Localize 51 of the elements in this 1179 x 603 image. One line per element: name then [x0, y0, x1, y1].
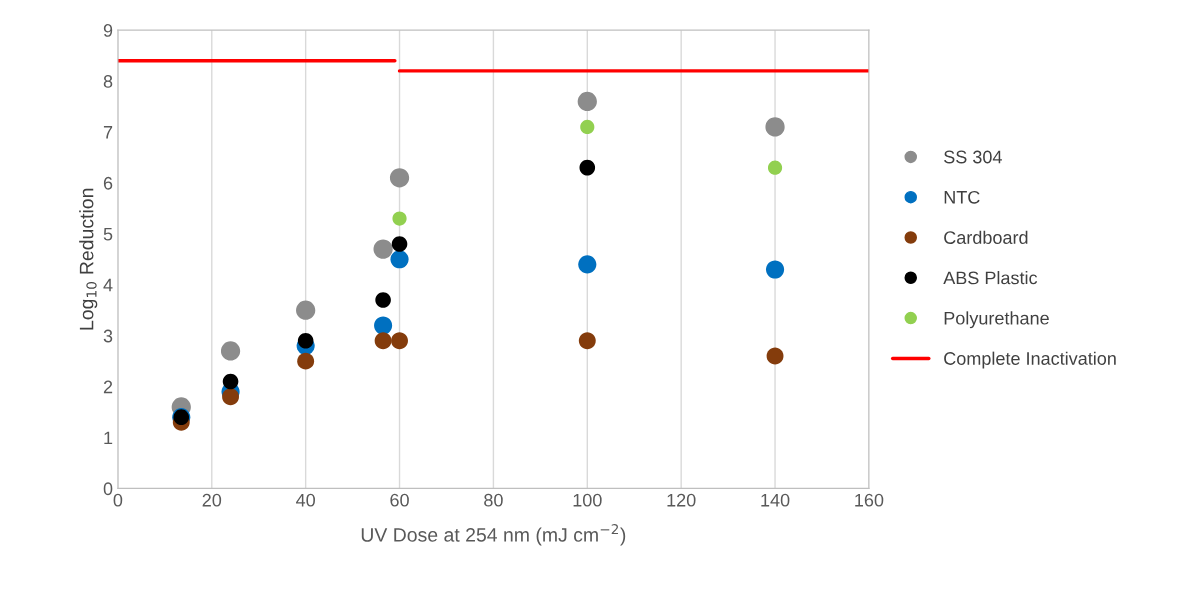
point — [222, 388, 239, 406]
x-tick-label: 60 — [390, 493, 409, 507]
legend-label: Complete Inactivation — [944, 351, 1116, 369]
x-tick-label: 80 — [484, 493, 503, 507]
point — [578, 332, 596, 350]
point — [375, 292, 391, 308]
y-tick-label: 8 — [103, 75, 113, 88]
point — [220, 341, 241, 361]
y-tick-label: 2 — [103, 380, 113, 394]
point — [391, 236, 408, 252]
point — [766, 347, 784, 365]
x-tick-label: 140 — [761, 493, 790, 507]
x-tick-label: 20 — [202, 493, 222, 507]
x-tick-label: 160 — [855, 493, 884, 507]
point — [391, 332, 408, 350]
legend-label: Cardboard — [944, 230, 1028, 244]
point — [297, 352, 315, 370]
x-tick-label: 0 — [113, 493, 123, 507]
x-tick-label: 100 — [573, 493, 602, 507]
point — [296, 300, 316, 320]
point — [373, 239, 393, 259]
y-tick-label: 0 — [103, 482, 113, 496]
y-tick-label: 9 — [103, 24, 113, 37]
y-tick-label: 1 — [104, 431, 113, 445]
point — [765, 260, 785, 279]
point — [374, 332, 392, 350]
y-tick-label: 6 — [103, 176, 113, 190]
x-tick-label: 120 — [667, 493, 696, 507]
point — [297, 332, 314, 349]
legend-label: ABS Plastic — [943, 271, 1038, 285]
point — [580, 119, 595, 134]
point — [222, 373, 239, 390]
y-tick-label: 3 — [103, 329, 113, 343]
point — [765, 117, 785, 137]
y-axis-title: Log$_{10}$ Reduction — [79, 188, 98, 330]
point — [767, 160, 783, 175]
y-tick-label: 5 — [103, 227, 113, 241]
point — [578, 255, 597, 274]
x-axis-title: UV Dose at 254 nm (mJ cm$^{−2}$) — [361, 524, 626, 546]
point — [577, 91, 597, 112]
legend-label: SS 304 — [944, 150, 1002, 164]
point — [389, 168, 410, 188]
point — [374, 316, 393, 335]
x-tick-label: 40 — [296, 493, 315, 507]
point — [579, 159, 596, 176]
point — [390, 250, 409, 269]
point — [392, 211, 407, 226]
y-tick-label: 4 — [103, 278, 113, 292]
y-tick-label: 7 — [103, 126, 113, 139]
legend-label: NTC — [944, 190, 980, 204]
legend-label: Polyurethane — [944, 311, 1049, 329]
